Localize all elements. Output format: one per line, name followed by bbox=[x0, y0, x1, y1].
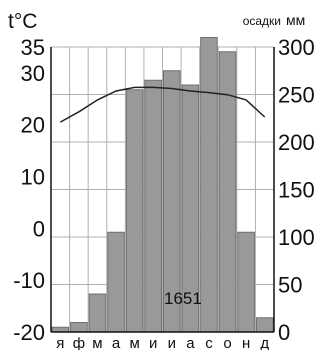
right-axis-title: осадки bbox=[243, 14, 281, 28]
right-tick-label: 200 bbox=[278, 130, 315, 155]
precipitation-bar bbox=[70, 322, 88, 333]
right-tick-label: 150 bbox=[278, 178, 315, 203]
month-label: о bbox=[223, 335, 231, 350]
left-tick-label: 20 bbox=[21, 113, 45, 138]
precipitation-bar bbox=[125, 89, 144, 333]
month-label: а bbox=[186, 335, 195, 350]
axis-labels: t°C осадки мм 1651 bbox=[8, 10, 305, 308]
left-tick-label: 30 bbox=[21, 61, 45, 86]
month-label: с bbox=[205, 335, 213, 350]
axes bbox=[50, 47, 275, 333]
precipitation-bar bbox=[107, 231, 125, 333]
temperature-line bbox=[59, 86, 266, 123]
precipitation-bar bbox=[88, 293, 107, 333]
precipitation-bars bbox=[51, 37, 274, 333]
month-label: м bbox=[129, 335, 139, 350]
temperature-line-group bbox=[59, 86, 266, 123]
precipitation-bar bbox=[255, 317, 274, 333]
month-label: и bbox=[168, 335, 176, 350]
right-tick-label: 50 bbox=[278, 273, 302, 298]
month-label: я bbox=[56, 335, 64, 350]
precipitation-bar bbox=[144, 79, 163, 333]
right-tick-label: 300 bbox=[278, 35, 315, 60]
left-tick-label: 0 bbox=[33, 216, 45, 241]
right-tick-label: 100 bbox=[278, 225, 315, 250]
right-axis-unit: мм bbox=[286, 12, 305, 28]
left-tick-label: -10 bbox=[13, 268, 45, 293]
precipitation-bar bbox=[200, 37, 218, 333]
left-tick-label: 35 bbox=[21, 35, 45, 60]
month-label: а bbox=[112, 335, 121, 350]
left-tick-label: -20 bbox=[13, 320, 45, 345]
grid bbox=[51, 46, 274, 333]
month-label: и bbox=[149, 335, 157, 350]
left-tick-label: 10 bbox=[21, 165, 45, 190]
left-axis-title: t°C bbox=[8, 10, 37, 33]
month-label: м bbox=[92, 335, 102, 350]
precipitation-bar bbox=[237, 231, 255, 333]
chart-annotation: 1651 bbox=[164, 289, 202, 308]
month-label: д bbox=[260, 335, 269, 350]
month-label: н bbox=[242, 335, 250, 350]
month-label: ф bbox=[73, 335, 85, 350]
right-tick-label: 250 bbox=[278, 83, 315, 108]
right-tick-label: 0 bbox=[278, 320, 290, 345]
